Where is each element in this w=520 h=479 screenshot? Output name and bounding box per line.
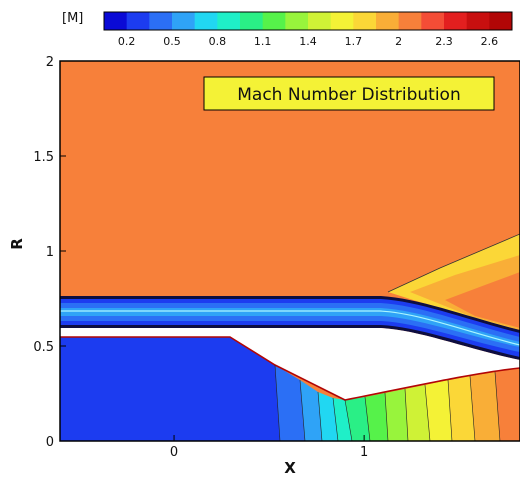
colorbar-swatch xyxy=(376,12,400,30)
nozzle-band-2 xyxy=(275,365,305,441)
colorbar-swatch xyxy=(262,12,286,30)
y-tick-label: 0 xyxy=(46,435,54,450)
y-tick-label: 2 xyxy=(46,55,54,70)
colorbar-swatch xyxy=(149,12,173,30)
colorbar-swatch xyxy=(489,12,513,30)
nozzle-band-7 xyxy=(365,393,388,441)
chart-title-box: Mach Number Distribution xyxy=(203,76,495,111)
shear-layer-highlight xyxy=(60,310,520,346)
nozzle-band-11 xyxy=(448,376,475,441)
colorbar-frame xyxy=(103,11,513,31)
x-tick-label: 1 xyxy=(360,445,368,460)
colorbar-tick-label: 2.3 xyxy=(435,35,453,48)
colorbar-tick-label: 1.7 xyxy=(345,35,363,48)
plot-area xyxy=(60,61,520,441)
x-axis-label: X xyxy=(284,459,296,477)
nozzle-interior xyxy=(60,336,520,441)
colorbar: [M] 0.2 0.5 0.8 1.1 1.4 1.7 2 2.3 2.6 xyxy=(62,11,513,48)
nozzle-band-8 xyxy=(385,389,408,441)
colorbar-swatch xyxy=(398,12,422,30)
nozzle-band-13 xyxy=(495,368,520,441)
nozzle-wall xyxy=(60,336,520,401)
nozzle-band-4 xyxy=(318,392,338,441)
plume-contour-line xyxy=(387,233,520,293)
colorbar-tick-label: 2.6 xyxy=(481,35,499,48)
colorbar-unit-label: [M] xyxy=(62,11,83,26)
y-tick-label: 0.5 xyxy=(33,340,54,355)
colorbar-swatch xyxy=(308,12,332,30)
colorbar-swatch xyxy=(104,12,128,30)
shear-layer-band-3 xyxy=(60,308,520,347)
colorbar-tick-label: 0.5 xyxy=(163,35,181,48)
colorbar-swatch xyxy=(421,12,445,30)
y-tick-label: 1.5 xyxy=(33,150,54,165)
colorbar-tick-labels: 0.2 0.5 0.8 1.1 1.4 1.7 2 2.3 2.6 xyxy=(118,35,498,48)
colorbar-tick-label: 1.4 xyxy=(299,35,317,48)
colorbar-swatch xyxy=(444,12,468,30)
colorbar-swatch xyxy=(330,12,354,30)
nozzle-band-6 xyxy=(345,397,370,441)
nozzle-band-low xyxy=(60,337,280,441)
nozzle-band-3 xyxy=(300,380,322,441)
x-tick-label: 0 xyxy=(170,445,178,460)
colorbar-swatch xyxy=(217,12,241,30)
core-flow-region xyxy=(60,328,520,400)
chart-title: Mach Number Distribution xyxy=(237,85,460,105)
colorbar-swatch xyxy=(126,12,150,30)
nozzle-band-5 xyxy=(333,398,352,441)
y-axis-label: R xyxy=(8,238,26,250)
colorbar-swatch xyxy=(285,12,309,30)
nozzle-band-12 xyxy=(470,372,500,441)
colorbar-tick-label: 2 xyxy=(395,35,402,48)
colorbar-tick-label: 0.8 xyxy=(209,35,227,48)
plume-fan-band-3 xyxy=(445,272,520,328)
nozzle-band-10 xyxy=(425,380,452,441)
colorbar-swatch xyxy=(240,12,264,30)
colorbar-swatches xyxy=(103,11,513,31)
colorbar-tick-label: 0.2 xyxy=(118,35,136,48)
y-axis-ticks: 0 0.5 1 1.5 2 xyxy=(33,55,66,450)
y-tick-label: 1 xyxy=(46,245,54,260)
nozzle-contour-lines xyxy=(274,364,501,441)
colorbar-swatch xyxy=(194,12,218,30)
colorbar-swatch xyxy=(172,12,196,30)
nozzle-band-9 xyxy=(405,385,430,441)
colorbar-swatch xyxy=(466,12,490,30)
colorbar-tick-label: 1.1 xyxy=(254,35,272,48)
colorbar-swatch xyxy=(353,12,377,30)
